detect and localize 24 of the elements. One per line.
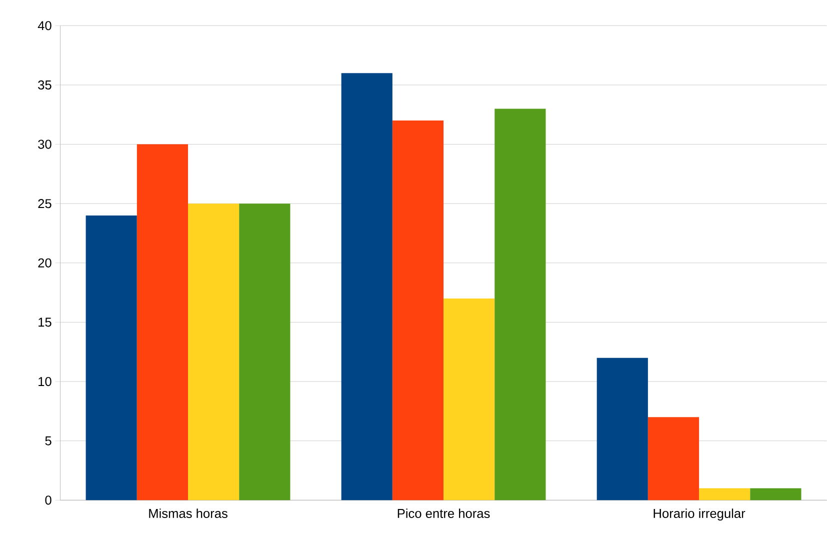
y-tick-label: 35 bbox=[38, 80, 52, 90]
bar bbox=[392, 120, 444, 500]
bar bbox=[750, 488, 802, 500]
bar bbox=[341, 73, 392, 500]
x-tick-label: Mismas horas bbox=[149, 508, 228, 518]
bar bbox=[188, 204, 240, 500]
bar bbox=[444, 298, 495, 500]
y-tick-label: 15 bbox=[38, 318, 52, 327]
bar bbox=[239, 204, 290, 500]
y-tick-label: 10 bbox=[38, 377, 52, 386]
y-tick-label: 30 bbox=[38, 140, 52, 149]
bar bbox=[494, 108, 546, 500]
y-tick-label: 25 bbox=[38, 199, 52, 208]
bar bbox=[86, 216, 137, 500]
bar bbox=[699, 488, 750, 500]
bar bbox=[648, 417, 700, 500]
y-tick-label: 0 bbox=[45, 496, 52, 505]
y-tick-label: 40 bbox=[38, 21, 52, 30]
x-tick-label: Pico entre horas bbox=[398, 508, 490, 518]
bar bbox=[596, 358, 648, 500]
y-tick-label: 5 bbox=[45, 436, 52, 446]
bar bbox=[136, 144, 188, 500]
y-tick-label: 20 bbox=[38, 258, 52, 268]
x-tick-label: Horario irregular bbox=[654, 508, 746, 521]
